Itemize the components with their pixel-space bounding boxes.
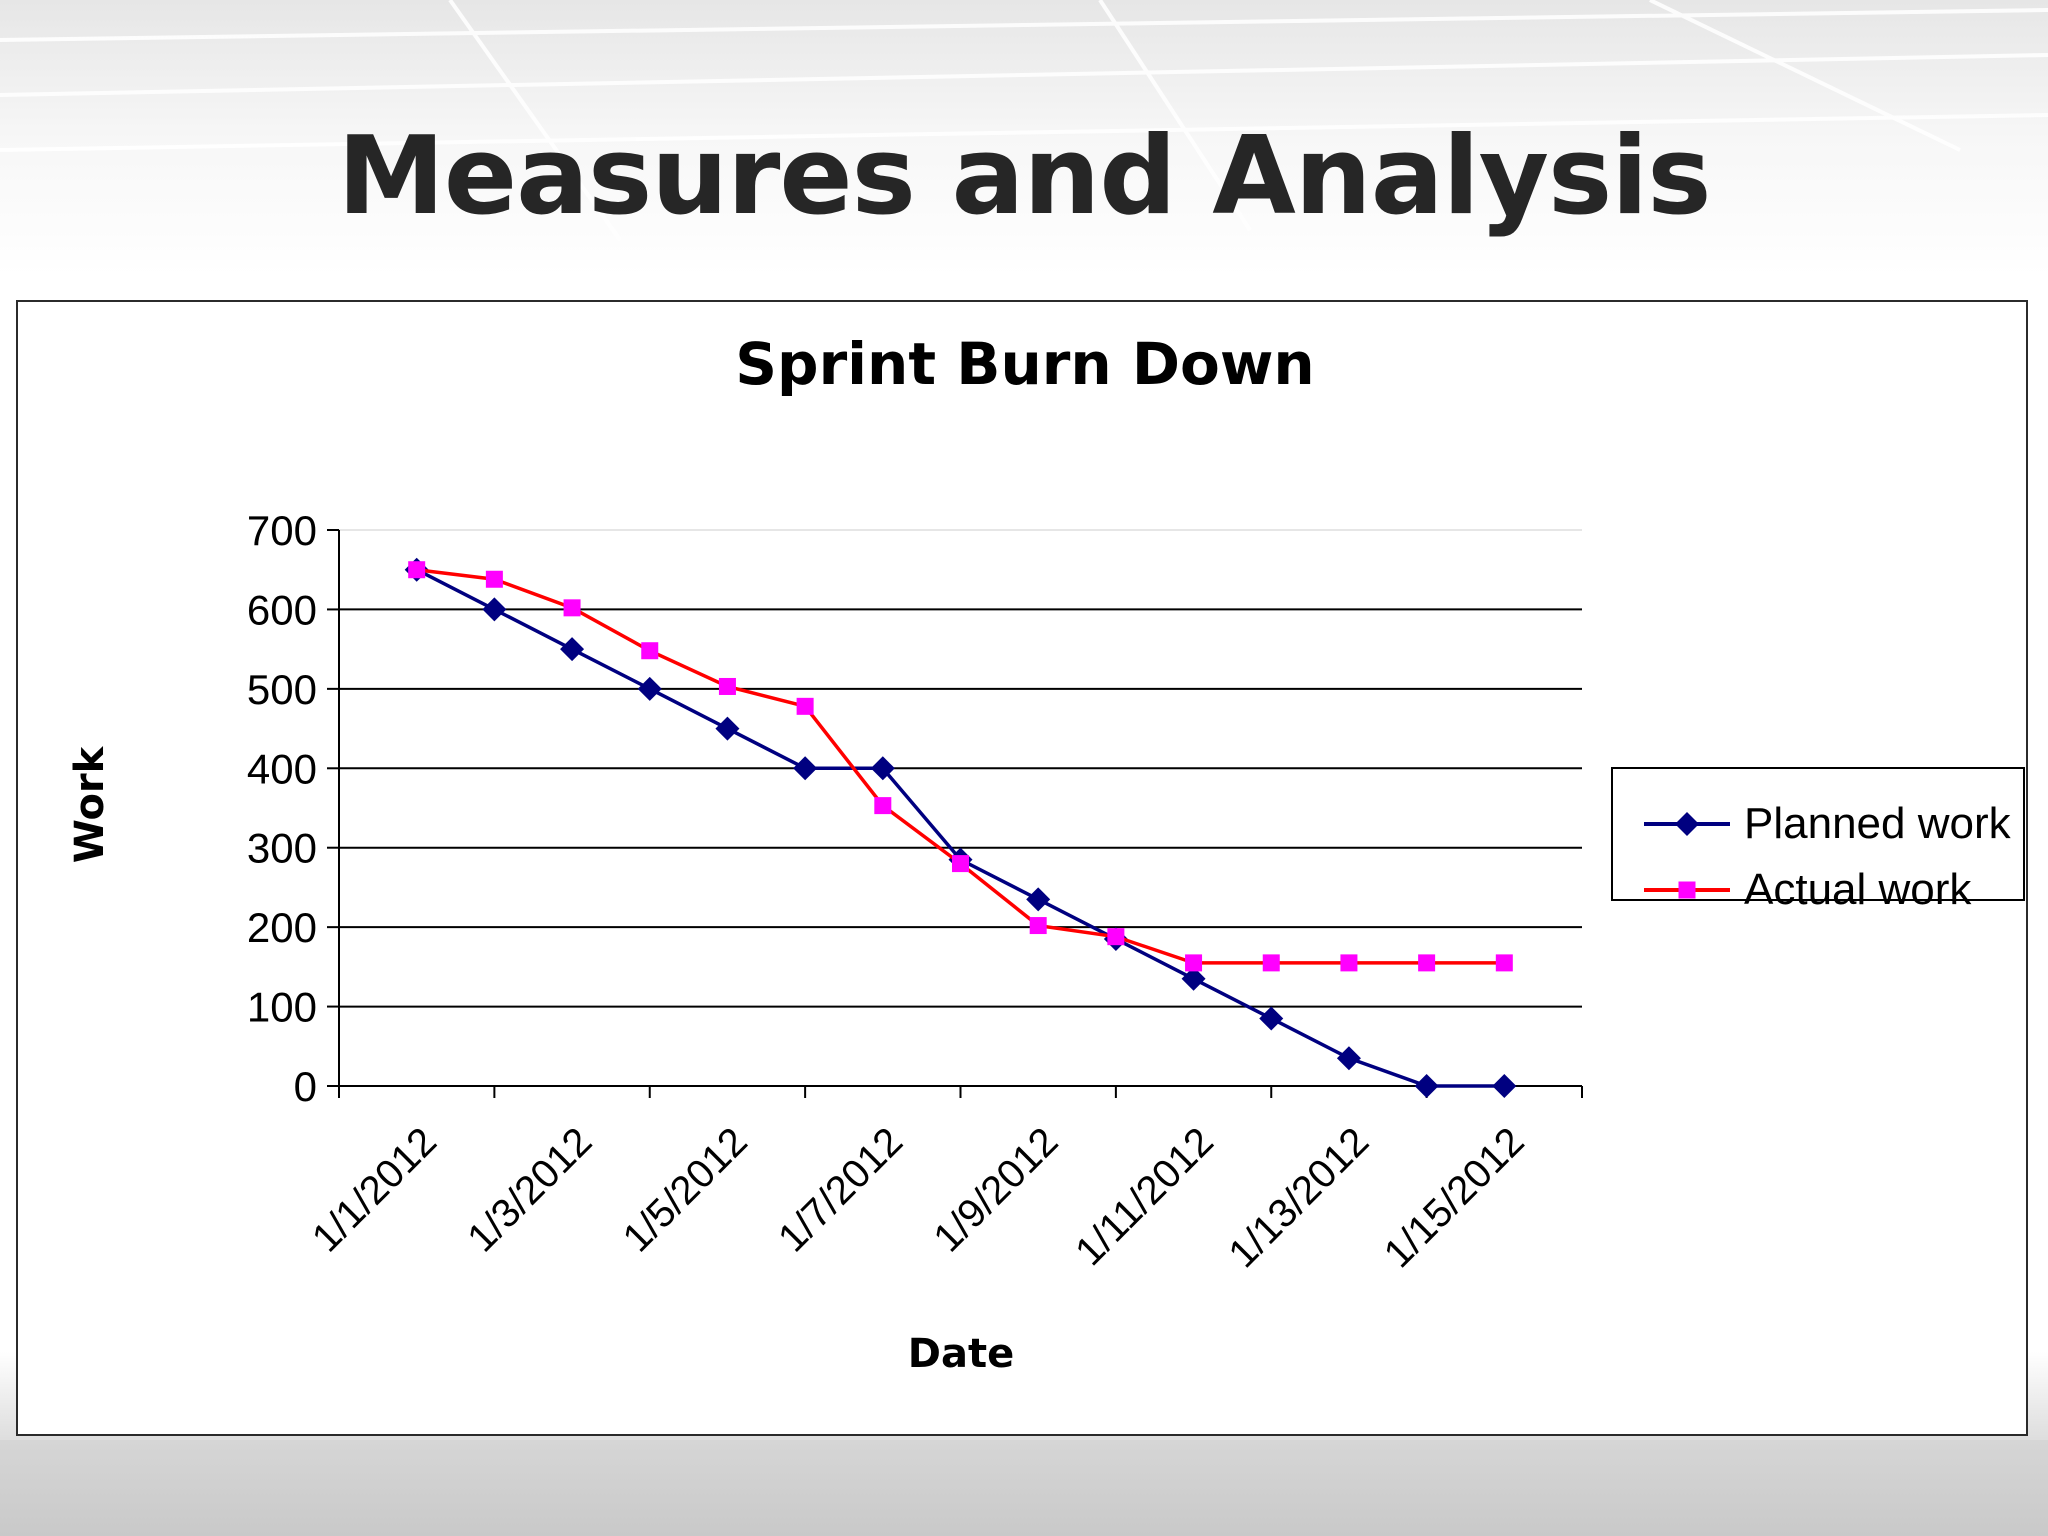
data-point — [793, 756, 818, 781]
x-tick-label: 1/13/2012 — [1220, 1119, 1377, 1276]
series-line — [416, 567, 1505, 965]
data-point — [1418, 954, 1436, 972]
data-point — [1026, 887, 1051, 912]
data-series — [404, 557, 1517, 1098]
x-tick-label: 1/11/2012 — [1067, 1119, 1222, 1274]
data-point — [485, 570, 503, 588]
data-point — [1181, 966, 1206, 991]
data-point — [482, 597, 507, 622]
data-point — [1259, 1006, 1284, 1031]
y-tick-label-700: 700 — [247, 507, 317, 554]
series-planned-work — [404, 557, 1517, 1098]
legend-swatch-marker — [1675, 812, 1699, 836]
legend-label: Planned work — [1744, 799, 2012, 848]
y-tick-label-100: 100 — [247, 984, 317, 1031]
series-actual-work — [408, 561, 1513, 972]
data-point — [1185, 954, 1203, 972]
y-axis-label: Work — [67, 745, 113, 863]
legend-label: Actual work — [1744, 865, 1972, 914]
slide-title: Measures and Analysis — [337, 114, 1711, 239]
data-point — [1107, 928, 1125, 946]
y-tick-label-300: 300 — [247, 825, 317, 872]
axes — [327, 529, 1583, 1098]
legend-box — [1611, 767, 2025, 901]
data-point — [715, 716, 740, 741]
x-axis-label: Date — [908, 1331, 1014, 1377]
data-point — [1029, 917, 1047, 935]
data-point — [637, 676, 662, 701]
y-tick-label-0: 0 — [294, 1063, 317, 1110]
data-point — [718, 677, 736, 695]
slide-footer-band — [0, 1440, 2048, 1536]
legend: Planned work Actual work — [1611, 767, 2025, 914]
data-point — [796, 697, 814, 715]
data-point — [1414, 1074, 1439, 1098]
x-tick-label: 1/15/2012 — [1376, 1119, 1533, 1276]
data-point — [1336, 1046, 1361, 1071]
y-tick-labels: 0 100 200 300 400 500 600 700 — [247, 507, 317, 1110]
data-point — [408, 561, 426, 579]
x-tick-label: 1/5/2012 — [615, 1119, 756, 1260]
y-tick-label-500: 500 — [247, 666, 317, 713]
legend-swatch-marker — [1678, 881, 1696, 899]
x-tick-labels: 1/1/2012 1/3/2012 1/5/2012 1/7/2012 1/9/2012… — [304, 1119, 1533, 1276]
y-tick-label-200: 200 — [247, 904, 317, 951]
chart-title: Sprint Burn Down — [735, 330, 1314, 398]
data-point — [641, 642, 659, 660]
data-point — [1492, 1074, 1517, 1098]
data-point — [563, 599, 581, 617]
slide-background-pattern — [0, 0, 2048, 242]
x-tick-label: 1/9/2012 — [925, 1119, 1066, 1260]
data-point — [874, 797, 892, 815]
data-point — [952, 855, 969, 873]
data-point — [560, 637, 585, 662]
data-point — [1495, 954, 1513, 972]
y-tick-label-400: 400 — [247, 745, 317, 792]
grid-lines — [339, 529, 1582, 1008]
data-point — [1340, 954, 1358, 972]
data-point — [1262, 954, 1280, 972]
x-tick-label: 1/1/2012 — [304, 1119, 445, 1260]
data-point — [870, 756, 895, 781]
x-tick-label: 1/7/2012 — [770, 1119, 911, 1260]
y-tick-label-600: 600 — [247, 586, 317, 633]
chart-frame: Sprint Burn Down 0 100 200 300 400 500 600 700 … — [16, 300, 2028, 1436]
x-tick-label: 1/3/2012 — [459, 1119, 600, 1260]
burndown-chart: Sprint Burn Down 0100200300400500600700 … — [67, 330, 2025, 1377]
